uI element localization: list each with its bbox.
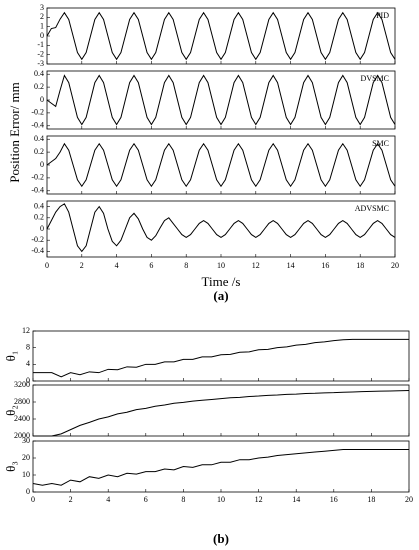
y-tick-label: 30 <box>22 436 30 445</box>
y-tick-label: 20 <box>22 453 30 462</box>
y-tick-label: 2400 <box>14 414 30 423</box>
data-line <box>33 390 410 437</box>
x-tick-label: 2 <box>80 261 84 270</box>
y-tick-label: -0.4 <box>31 186 44 195</box>
x-tick-label: 0 <box>31 495 35 504</box>
plot-frame <box>46 200 396 258</box>
panel-label: DVSMC <box>361 74 389 83</box>
y-tick-label: 0 <box>40 31 44 40</box>
plot-frame <box>32 440 410 493</box>
plot-frame <box>46 70 396 130</box>
y-tick-label: 2 <box>40 12 44 21</box>
y-tick-label: -1 <box>37 40 44 49</box>
x-tick-label: 16 <box>330 495 338 504</box>
y-tick-label: 0.4 <box>34 69 44 78</box>
x-tick-label: 16 <box>321 261 329 270</box>
data-line <box>46 203 396 253</box>
y-tick-label: -0.2 <box>31 108 44 117</box>
y-axis-label: θ₂ <box>3 405 18 416</box>
x-tick-label: 10 <box>217 261 225 270</box>
x-tick-label: 12 <box>252 261 260 270</box>
y-tick-label: 0.4 <box>34 134 44 143</box>
y-tick-label: -0.2 <box>31 235 44 244</box>
y-tick-label: 0 <box>40 95 44 104</box>
caption: (b) <box>213 531 229 546</box>
y-tick-label: 2800 <box>14 397 30 406</box>
y-axis-label: θ₃ <box>3 461 18 472</box>
plot-frame <box>46 7 396 65</box>
y-tick-label: -0.4 <box>31 121 44 130</box>
x-tick-label: 4 <box>106 495 110 504</box>
y-tick-label: 0 <box>26 487 30 496</box>
x-tick-label: 14 <box>287 261 295 270</box>
plot-frame <box>32 330 410 382</box>
y-tick-label: 0.2 <box>34 82 44 91</box>
x-tick-label: 10 <box>217 495 225 504</box>
y-tick-label: -2 <box>37 49 44 58</box>
y-tick-label: 0 <box>40 160 44 169</box>
y-tick-label: 3 <box>40 3 44 12</box>
plot-frame <box>32 384 410 437</box>
y-tick-label: 0.2 <box>34 213 44 222</box>
data-line <box>46 74 396 126</box>
panel-label: PID <box>376 11 389 20</box>
y-tick-label: 10 <box>22 470 30 479</box>
x-tick-label: 18 <box>367 495 375 504</box>
y-axis-label: θ₁ <box>3 351 18 362</box>
x-tick-label: 6 <box>149 261 153 270</box>
y-tick-label: 2000 <box>14 431 30 440</box>
y-tick-label: 0.2 <box>34 147 44 156</box>
data-line <box>46 142 396 188</box>
x-tick-label: 20 <box>391 261 399 270</box>
panel-label: SMC <box>372 139 389 148</box>
x-tick-label: 0 <box>45 261 49 270</box>
x-tick-label: 6 <box>144 495 148 504</box>
x-axis-label: Time /s <box>202 274 241 289</box>
panel-label: ADVSMC <box>355 204 389 213</box>
y-tick-label: 0 <box>26 376 30 385</box>
x-tick-label: 4 <box>115 261 119 270</box>
data-line <box>32 449 409 486</box>
data-line <box>33 338 409 378</box>
y-tick-label: 8 <box>26 342 30 351</box>
y-axis-label: Position Error/ mm <box>7 82 22 182</box>
x-tick-label: 8 <box>181 495 185 504</box>
x-tick-label: 20 <box>405 495 413 504</box>
x-tick-label: 2 <box>69 495 73 504</box>
y-tick-label: -0.2 <box>31 173 44 182</box>
y-tick-label: 0 <box>40 224 44 233</box>
x-tick-label: 12 <box>255 495 263 504</box>
caption: (a) <box>213 288 228 303</box>
y-tick-label: 12 <box>22 326 30 335</box>
y-tick-label: 1 <box>40 21 44 30</box>
y-tick-label: 4 <box>26 359 30 368</box>
data-line <box>46 11 396 61</box>
y-tick-label: 0.4 <box>34 201 44 210</box>
y-tick-label: -3 <box>37 59 44 68</box>
y-tick-label: 3200 <box>14 380 30 389</box>
plot-frame <box>46 135 396 195</box>
x-tick-label: 18 <box>356 261 364 270</box>
y-tick-label: -0.4 <box>31 246 44 255</box>
x-tick-label: 14 <box>292 495 300 504</box>
x-tick-label: 8 <box>184 261 188 270</box>
